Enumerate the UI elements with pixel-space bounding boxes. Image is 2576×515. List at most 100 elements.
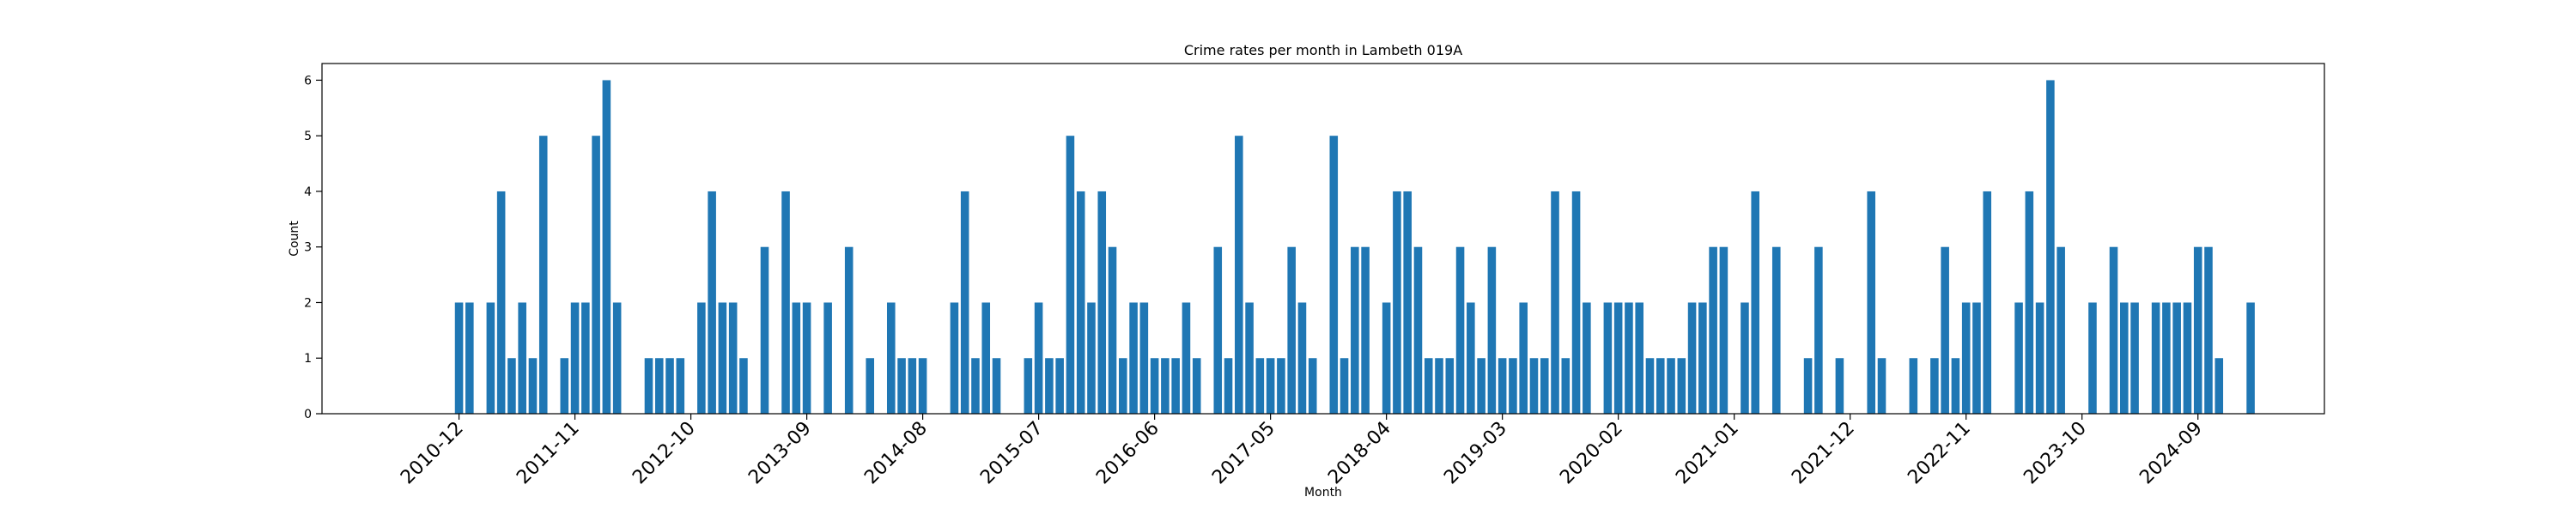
bar [454, 302, 464, 414]
bar [1571, 191, 1581, 414]
bar [1961, 302, 1971, 414]
bar [1108, 246, 1117, 414]
bar [1139, 302, 1149, 414]
bar [1182, 302, 1191, 414]
bar [1867, 191, 1876, 414]
bar [739, 358, 748, 414]
bar [2246, 302, 2255, 414]
bar [1403, 191, 1412, 414]
bar [2172, 302, 2181, 414]
bar [1814, 246, 1823, 414]
bar [496, 191, 506, 414]
y-axis: 0 1 2 3 4 5 6 [304, 74, 322, 421]
bar [2162, 302, 2171, 414]
bar [2215, 358, 2224, 414]
bar [1635, 302, 1643, 414]
plot-frame [321, 63, 2325, 415]
bar [1445, 358, 1455, 414]
bar [1467, 302, 1475, 414]
bar [2035, 302, 2044, 414]
bar [2109, 246, 2118, 414]
bar [802, 302, 811, 414]
bar [1171, 358, 1180, 414]
bar [486, 302, 495, 414]
bar [1382, 302, 1391, 414]
bar [507, 358, 516, 414]
bar [1487, 246, 1497, 414]
y-tick-label: 1 [304, 352, 312, 366]
bar [1835, 358, 1844, 414]
bar [644, 358, 653, 414]
y-tick-label: 0 [304, 408, 312, 421]
bar [1540, 358, 1549, 414]
bar [2151, 302, 2160, 414]
bar [971, 358, 980, 414]
bar [1329, 136, 1339, 414]
bar [1941, 246, 1949, 414]
bar [602, 80, 611, 415]
bar [1213, 246, 1223, 414]
x-axis-label: Month [1304, 486, 1342, 500]
bar [1983, 191, 1992, 414]
bar [1161, 358, 1170, 414]
bar [1393, 191, 1401, 414]
bar [1340, 358, 1349, 414]
bar [1741, 302, 1749, 414]
bar [1087, 302, 1096, 414]
bar [1424, 358, 1433, 414]
bar [1361, 246, 1370, 414]
bar [1509, 358, 1517, 414]
bar [1066, 136, 1075, 414]
bar [760, 246, 769, 414]
bar [1909, 358, 1918, 414]
bar [908, 358, 917, 414]
bar [844, 246, 854, 414]
bar [1519, 302, 1528, 414]
y-tick-label: 5 [304, 130, 312, 143]
bar [897, 358, 906, 414]
bar [1235, 136, 1243, 414]
bar [950, 302, 959, 414]
bar [2046, 80, 2055, 415]
y-tick-label: 4 [304, 185, 312, 199]
bar [2088, 302, 2097, 414]
bar [1287, 246, 1296, 414]
bar [1551, 191, 1559, 414]
bar [676, 358, 685, 414]
bar [781, 191, 790, 414]
bar [1613, 302, 1623, 414]
bar [1097, 191, 1107, 414]
bar [2057, 246, 2065, 414]
bar [792, 302, 801, 414]
bar [728, 302, 738, 414]
bar [2193, 246, 2202, 414]
bar [1677, 358, 1686, 414]
bar [718, 302, 727, 414]
bar [1645, 358, 1655, 414]
bar [612, 302, 622, 414]
bar [1972, 302, 1981, 414]
y-tick-label: 2 [304, 296, 312, 310]
bar [1224, 358, 1233, 414]
bar [581, 302, 590, 414]
bar [538, 136, 548, 414]
bar [708, 191, 716, 414]
bar [1192, 358, 1201, 414]
bar [1498, 358, 1507, 414]
bar [1297, 302, 1307, 414]
bar [518, 302, 526, 414]
bar [1045, 358, 1054, 414]
bar [1751, 191, 1759, 414]
bar [1709, 246, 1717, 414]
bar [1034, 302, 1043, 414]
bar [1055, 358, 1064, 414]
bar [1603, 302, 1613, 414]
bar [1583, 302, 1591, 414]
bar [1024, 358, 1033, 414]
bar [1277, 358, 1285, 414]
bar [1687, 302, 1697, 414]
y-tick-label: 6 [304, 74, 312, 88]
bar [465, 302, 474, 414]
bar [560, 358, 569, 414]
